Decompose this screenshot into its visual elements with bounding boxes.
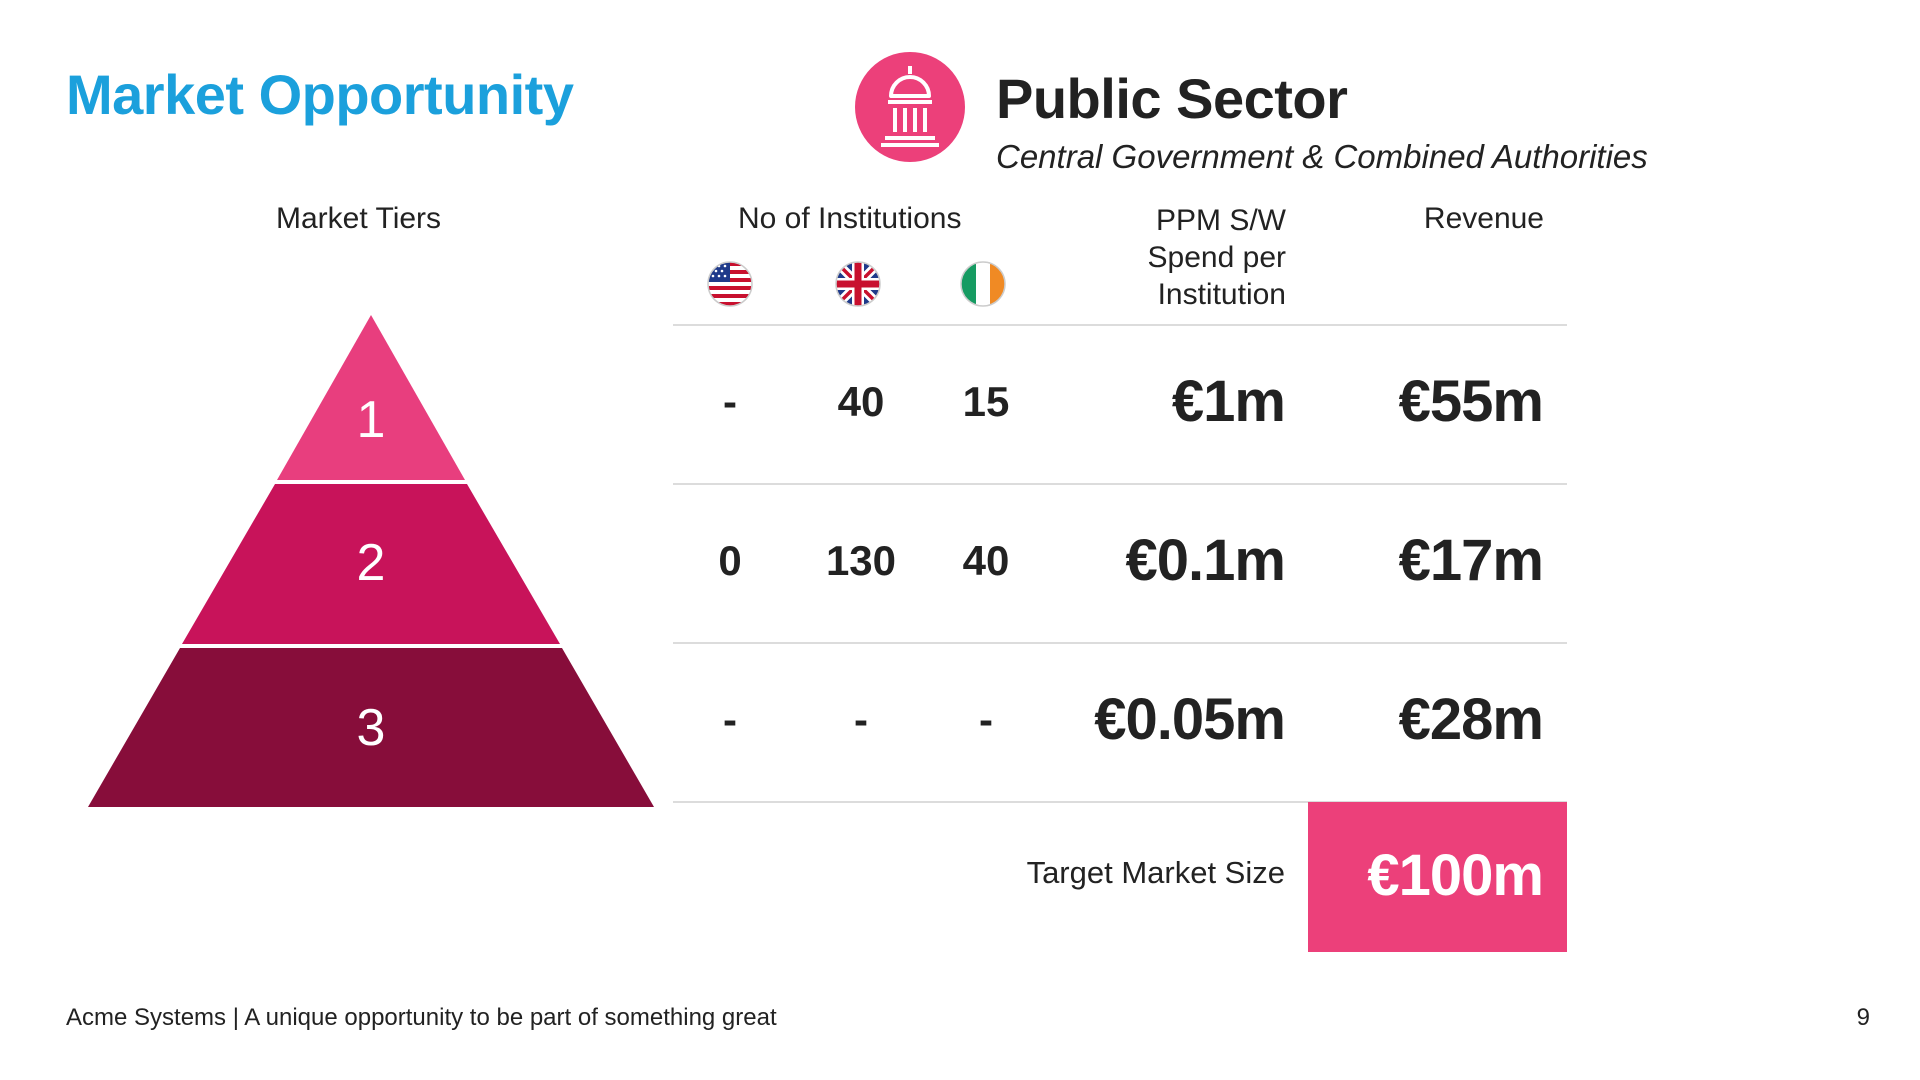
tier-1-uk-count: 40: [837, 378, 885, 425]
tier-3-ie-count: -: [979, 696, 993, 743]
uk-flag-icon: [835, 261, 881, 307]
tier-2-revenue: €17m: [1398, 528, 1544, 593]
tier-2-label: 2: [357, 534, 386, 592]
table-divider: [673, 801, 1567, 803]
sector-subtitle: Central Government & Combined Authoritie…: [996, 138, 1648, 175]
table-divider: [673, 483, 1567, 485]
tier-2-ppm-spend: €0.1m: [1125, 528, 1286, 593]
tier-1-us-count: -: [723, 378, 737, 425]
page-number: 9: [1856, 1004, 1870, 1031]
tier-1-segment: [277, 315, 465, 480]
market-tiers-pyramid: 1 2 3: [88, 315, 654, 807]
target-market-size-label: Target Market Size: [1026, 855, 1285, 890]
tier-3-segment: [88, 648, 654, 807]
sector-title: Public Sector: [996, 67, 1348, 130]
table-divider: [673, 324, 1567, 326]
tier-3-us-count: -: [723, 696, 737, 743]
target-market-size-box: €100m: [1308, 802, 1567, 952]
institutions-header: No of Institutions: [738, 202, 962, 235]
tier-3-uk-count: -: [854, 696, 868, 743]
tier-1-revenue: €55m: [1398, 369, 1544, 434]
tier-1-ie-count: 15: [962, 378, 1010, 425]
tier-3-ppm-spend: €0.05m: [1094, 687, 1286, 752]
us-flag-icon: [707, 261, 753, 307]
ireland-flag-icon: [960, 261, 1006, 307]
tier-1-ppm-spend: €1m: [1171, 369, 1286, 434]
tier-3-revenue: €28m: [1398, 687, 1544, 752]
target-market-size-value: €100m: [1367, 843, 1544, 908]
tier-2-segment: [182, 484, 560, 644]
revenue-header: Revenue: [1423, 202, 1544, 235]
footer-text: Acme Systems | A unique opportunity to b…: [66, 1004, 777, 1031]
tier-2-ie-count: 40: [962, 537, 1010, 584]
market-tiers-header: Market Tiers: [276, 202, 442, 235]
ppm-spend-header: PPM S/W Spend per Institution: [1147, 204, 1286, 311]
table-divider: [673, 642, 1567, 644]
tier-3-label: 3: [357, 699, 386, 757]
tier-1-label: 1: [357, 391, 386, 449]
tier-2-us-count: 0: [718, 537, 742, 584]
government-building-icon: [855, 52, 965, 162]
slide-title: Market Opportunity: [66, 63, 574, 126]
tier-2-uk-count: 130: [825, 537, 897, 584]
